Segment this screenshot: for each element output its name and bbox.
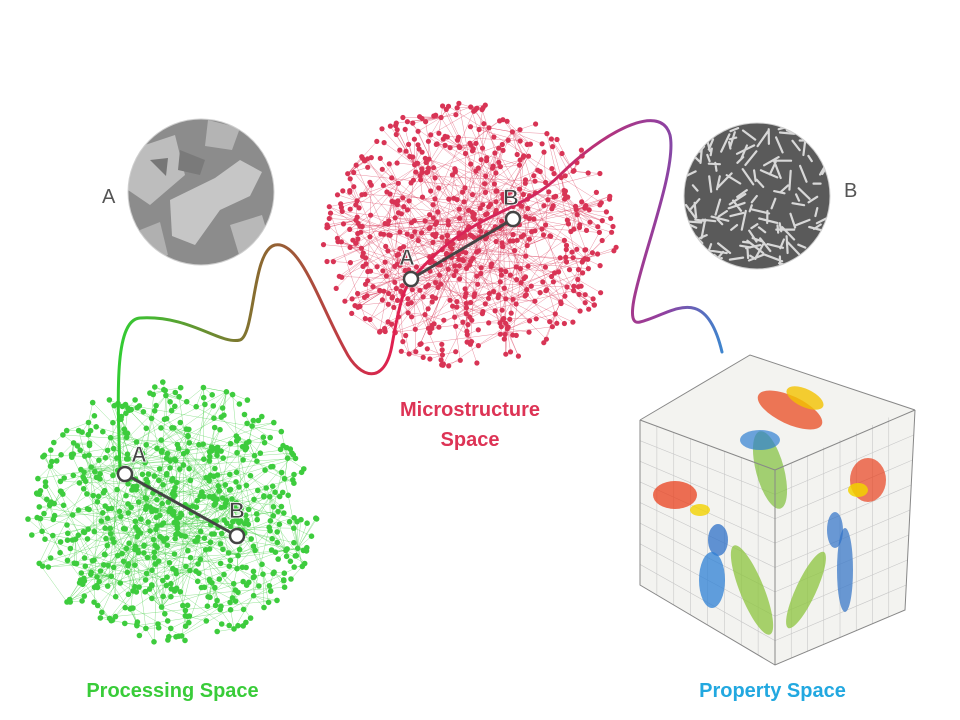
processing-point-b [228,527,246,545]
processing-to-property-path [116,119,724,474]
processing-network [25,379,320,645]
property-cube-icon [639,354,916,666]
microstructure-ab-line [410,217,514,281]
microstructure-space-line1: Microstructure [399,399,541,421]
processing-point-a-label: A [131,442,147,467]
property-space-label: Property Space [655,676,890,706]
property-space-text: Property Space [699,680,846,702]
micrograph-a-icon [127,118,275,266]
microstructure-point-a-label: A [399,245,415,270]
processing-point-a [116,465,134,483]
micrograph-a-label: A [102,186,116,208]
micrograph-b-label: B [844,180,858,202]
microstructure-point-b [504,210,522,228]
processing-point-b-label: B [229,498,245,523]
processing-space-label: Processing Space [40,676,305,706]
processing-space-text: Processing Space [86,680,259,702]
microstructure-point-a [402,270,420,288]
processing-ab-line [124,472,238,538]
microstructure-point-b-label: B [503,185,519,210]
micrograph-b-icon [683,122,831,270]
microstructure-network [320,100,619,369]
microstructure-space-line2: Space [440,429,500,451]
microstructure-space-label: Microstructure Space [360,395,580,455]
